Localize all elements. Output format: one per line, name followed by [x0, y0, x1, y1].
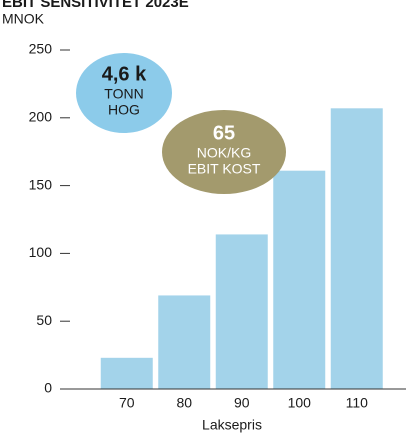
bar — [273, 170, 326, 389]
bubble-text: TONN — [104, 86, 143, 102]
bubble-text: 4,6 k — [102, 63, 147, 85]
x-tick-label: 80 — [176, 395, 192, 411]
bar — [158, 295, 211, 389]
x-tick-label: 90 — [234, 395, 250, 411]
bubble-text: NOK/KG — [197, 145, 251, 161]
chart-subtitle: MNOK — [2, 11, 45, 27]
bar — [100, 357, 153, 389]
y-tick-label: 0 — [44, 380, 52, 396]
bar — [330, 108, 383, 390]
y-tick-label: 50 — [36, 312, 52, 328]
x-axis-label: Laksepris — [202, 417, 262, 433]
bubble-text: HOG — [108, 102, 140, 118]
bar — [215, 234, 268, 389]
bubble-text: EBIT KOST — [188, 161, 261, 177]
bubble — [76, 53, 172, 133]
bubble — [162, 110, 286, 194]
y-tick-label: 200 — [29, 109, 53, 125]
y-tick-label: 250 — [29, 41, 53, 57]
chart-title: EBIT SENSITIVITET 2023E — [2, 0, 189, 11]
y-tick-label: 100 — [29, 244, 53, 260]
x-tick-label: 100 — [288, 395, 312, 411]
x-tick-label: 70 — [119, 395, 135, 411]
x-tick-label: 110 — [346, 395, 369, 411]
y-tick-label: 150 — [29, 176, 53, 192]
bubble-text: 65 — [213, 122, 235, 144]
